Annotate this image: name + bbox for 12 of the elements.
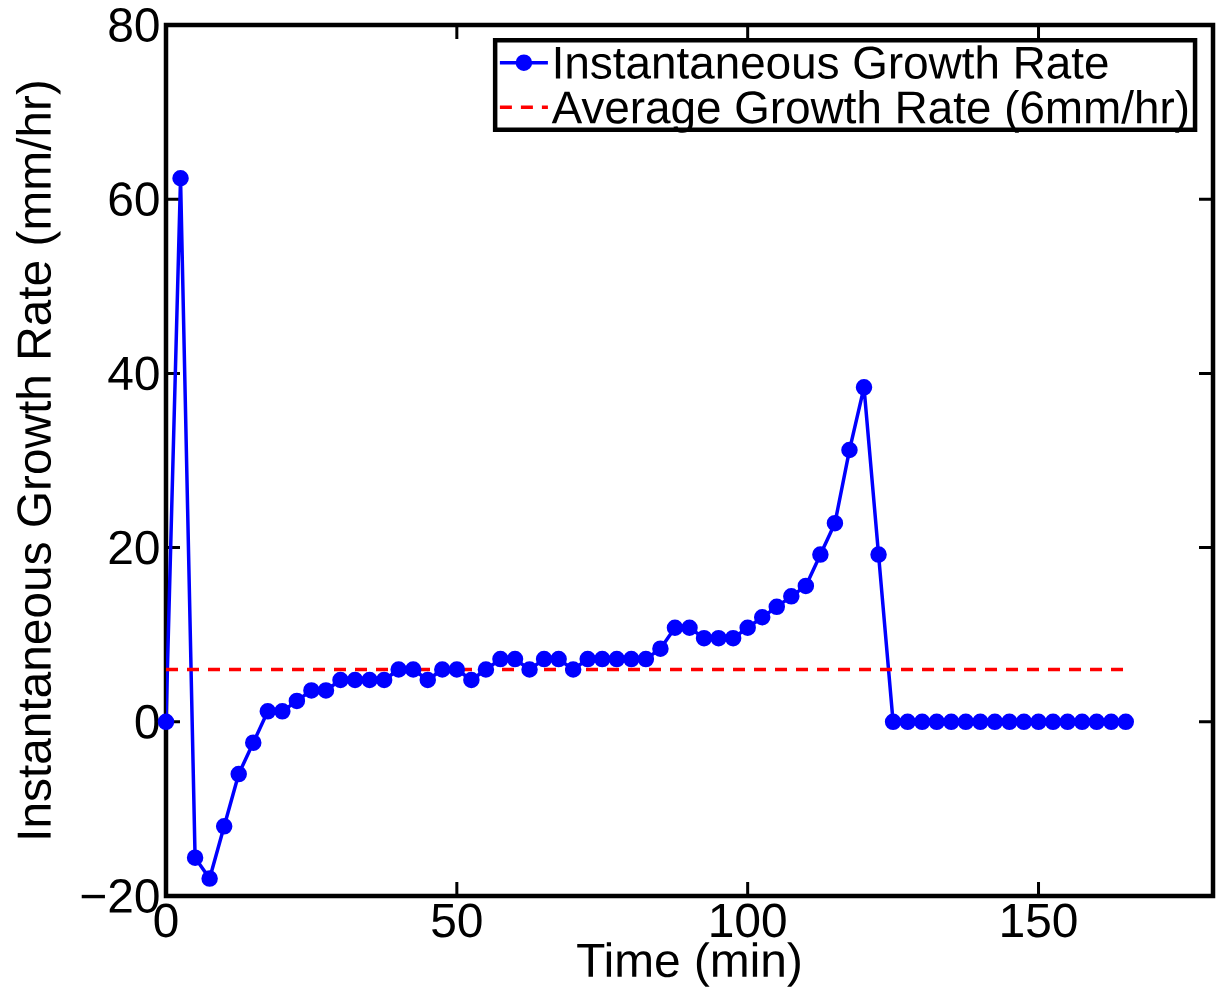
y-tick-label: 60 xyxy=(109,182,159,217)
x-axis-title: Time (min) xyxy=(577,942,800,987)
x-tick-label: 50 xyxy=(432,903,482,938)
y-tick-label: 20 xyxy=(109,530,159,565)
x-tick-label: 100 xyxy=(711,903,786,938)
y-tick-label: 0 xyxy=(135,704,159,739)
legend-label: Average Growth Rate (6mm/hr) xyxy=(551,89,1188,133)
legend-label: Instantaneous Growth Rate xyxy=(555,45,1108,79)
y-axis-title: Instantaneous Growth Rate (mm/hr) xyxy=(15,82,61,838)
x-tick-label: 150 xyxy=(1002,903,1077,938)
y-tick-label: 40 xyxy=(108,356,159,391)
y-tick-label: 80 xyxy=(109,8,159,42)
